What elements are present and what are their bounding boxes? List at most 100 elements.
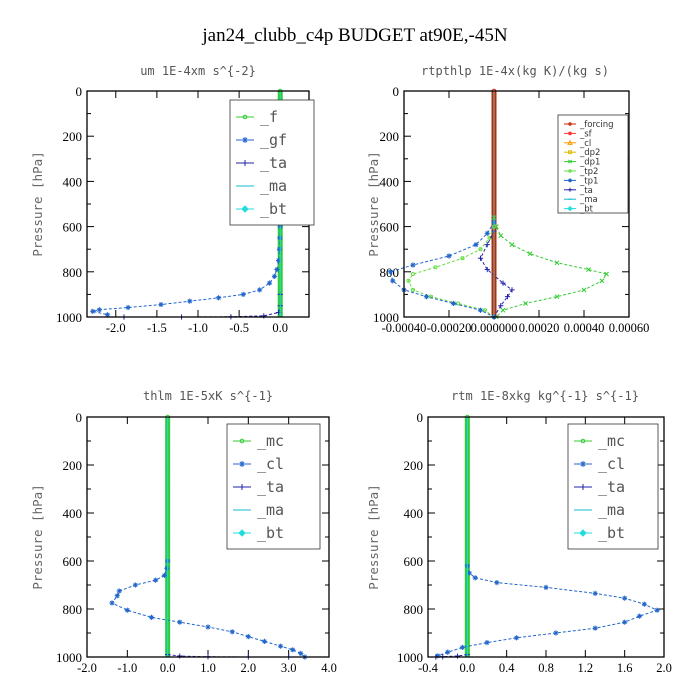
y-tick-label: 600 bbox=[380, 220, 400, 235]
legend-label: _forcing bbox=[579, 120, 614, 130]
panel-title: thlm 1E-5xK s^{-1} bbox=[143, 389, 273, 403]
y-tick-label: 0 bbox=[76, 84, 83, 99]
y-tick-label: 200 bbox=[63, 129, 83, 144]
y-tick-label: 400 bbox=[63, 506, 83, 521]
series-cl bbox=[109, 558, 308, 660]
data-point bbox=[96, 307, 102, 313]
data-point bbox=[636, 613, 643, 619]
series-dp1 bbox=[491, 215, 609, 320]
series-line bbox=[493, 217, 608, 318]
data-point bbox=[509, 242, 515, 248]
data-point bbox=[125, 304, 131, 311]
data-point bbox=[406, 278, 411, 283]
series-line bbox=[437, 565, 659, 657]
data-point bbox=[477, 307, 484, 313]
panel-4: rtm 1E-8xkg kg^{-1} s^{-1} Pressure [hPa]… bbox=[366, 389, 672, 675]
legend-box bbox=[557, 114, 629, 214]
x-tick-label: -2.0 bbox=[77, 661, 97, 675]
data-point bbox=[271, 273, 278, 279]
legend-marker bbox=[580, 484, 586, 490]
data-point bbox=[116, 588, 122, 594]
x-tick-label: 0.00040 bbox=[564, 321, 605, 335]
x-tick-label: 4.0 bbox=[321, 661, 337, 675]
series-line bbox=[92, 226, 281, 316]
series-line bbox=[111, 560, 306, 658]
y-tick-label: 0 bbox=[393, 84, 400, 99]
data-point bbox=[109, 600, 115, 606]
y-tick-label: 800 bbox=[404, 602, 424, 617]
legend-marker bbox=[239, 484, 245, 490]
figure-title: jan24_clubb_c4p BUDGET at90E,-45N bbox=[201, 25, 507, 46]
legend-label: _tp1 bbox=[579, 176, 598, 186]
data-point bbox=[240, 291, 246, 297]
data-point bbox=[466, 570, 472, 576]
legend-label: _ta bbox=[598, 478, 625, 496]
y-tick-label: 0 bbox=[76, 410, 83, 425]
y-axis-label: Pressure [hPa] bbox=[30, 151, 45, 256]
y-tick-label: 1000 bbox=[56, 310, 82, 325]
y-tick-label: 600 bbox=[404, 554, 424, 569]
data-point bbox=[387, 269, 394, 275]
plot-frame bbox=[86, 416, 330, 658]
data-point bbox=[484, 266, 490, 273]
legend-label: _cl bbox=[579, 139, 591, 149]
data-point bbox=[205, 624, 211, 630]
legend: _mc _cl _ta _ma _bt bbox=[226, 423, 321, 550]
legend: _forcing_sf_cl_dp2_dp1_tp2_tp1_ta_ma_bt bbox=[557, 114, 629, 215]
legend-label: _bt bbox=[579, 205, 594, 215]
legend-label: _cl bbox=[257, 455, 284, 473]
x-tick-label: -0.00020 bbox=[427, 321, 472, 335]
data-point bbox=[484, 242, 490, 248]
data-point bbox=[484, 640, 490, 646]
data-point bbox=[229, 629, 235, 635]
data-point bbox=[298, 650, 304, 656]
legend-label: _mc bbox=[598, 432, 625, 450]
x-tick-label: 2.0 bbox=[656, 661, 672, 675]
data-point bbox=[543, 584, 549, 590]
x-tick-label: 0.000000 bbox=[471, 321, 518, 335]
legend-label: _ta bbox=[260, 154, 287, 172]
y-tick-label: 1000 bbox=[56, 650, 82, 665]
data-point bbox=[177, 619, 183, 625]
data-point bbox=[592, 625, 598, 631]
x-tick-label: 0.00060 bbox=[609, 321, 650, 335]
data-point bbox=[460, 256, 465, 261]
x-tick-label: 2.0 bbox=[241, 661, 257, 675]
series-cl bbox=[435, 563, 660, 659]
data-point bbox=[604, 271, 609, 277]
data-point bbox=[158, 301, 164, 308]
legend-marker bbox=[579, 529, 587, 537]
y-tick-label: 400 bbox=[63, 174, 83, 189]
data-point bbox=[450, 300, 457, 307]
legend-label: _cl bbox=[598, 455, 625, 473]
x-tick-label: 0.0 bbox=[160, 661, 176, 675]
data-point bbox=[498, 303, 504, 309]
x-tick-label: -0.5 bbox=[229, 321, 249, 335]
data-point bbox=[455, 301, 461, 306]
y-tick-label: 600 bbox=[63, 554, 83, 569]
y-tick-label: 800 bbox=[63, 602, 83, 617]
data-point bbox=[484, 230, 490, 236]
data-point bbox=[641, 601, 647, 607]
data-point bbox=[482, 308, 488, 313]
legend-marker bbox=[242, 114, 248, 120]
series-line bbox=[479, 230, 513, 318]
legend-marker bbox=[568, 131, 572, 136]
legend-label: _bt bbox=[257, 524, 284, 542]
panel-title: um 1E-4xm s^{-2} bbox=[140, 64, 256, 78]
series-line bbox=[407, 226, 495, 318]
data-point bbox=[290, 647, 296, 653]
legend-marker bbox=[242, 137, 248, 143]
series-ta bbox=[165, 652, 292, 660]
data-point bbox=[527, 251, 533, 257]
legend-marker bbox=[568, 159, 572, 164]
data-point bbox=[435, 653, 441, 659]
legend-label: _ta bbox=[257, 478, 284, 496]
x-tick-label: -1.5 bbox=[147, 321, 167, 335]
data-point bbox=[261, 313, 267, 319]
x-tick-label: 0.4 bbox=[499, 661, 515, 675]
data-point bbox=[132, 582, 138, 588]
data-point bbox=[114, 593, 120, 599]
data-point bbox=[478, 247, 483, 252]
data-point bbox=[148, 614, 155, 620]
